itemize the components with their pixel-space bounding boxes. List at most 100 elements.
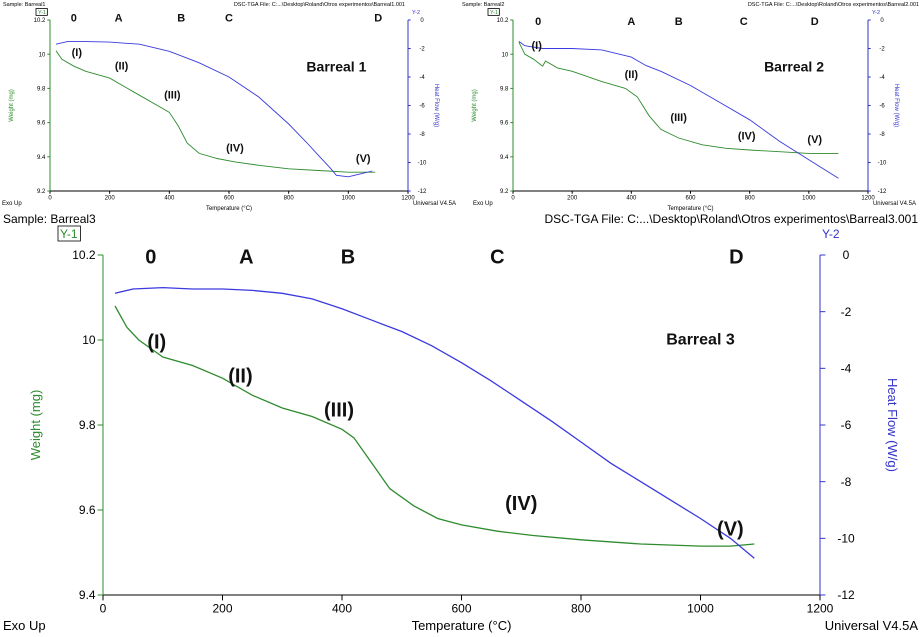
y2-tag: Y-2	[822, 227, 840, 241]
chart-1: Sample: Barreal1 DSC-TGA File: C:...\Desk…	[2, 2, 456, 212]
y-left-tick-label: 9.8	[500, 87, 509, 93]
y1-tag-box	[57, 225, 81, 242]
y1-tag-box	[487, 8, 500, 16]
stage-annotation: D	[374, 13, 382, 25]
stage-annotation: (III)	[670, 112, 687, 124]
stage-annotation: (I)	[147, 332, 166, 354]
stage-annotation: 0	[535, 16, 541, 28]
x-tick-label: 0	[100, 601, 107, 615]
y-right-tick-label: -2	[419, 47, 425, 53]
y-right-tick-label: -8	[419, 132, 425, 138]
y-right-tick-label: -2	[841, 305, 852, 319]
y-right-tick-label: -10	[418, 161, 427, 167]
x-tick-label: 800	[284, 196, 295, 202]
x-tick-label: 0	[511, 196, 515, 202]
stage-annotation: A	[239, 247, 253, 269]
file-label: DSC-TGA File: C:...\Desktop\Roland\Otros…	[545, 212, 919, 226]
y-right-tick-label: 0	[880, 18, 884, 24]
stage-annotation: A	[115, 13, 123, 25]
y-right-tick-label: -2	[879, 47, 885, 53]
y-right-tick-label: -8	[841, 475, 852, 489]
stage-annotation: (V)	[717, 519, 744, 541]
y-right-tick-label: 0	[843, 248, 850, 262]
stage-annotation: C	[490, 247, 504, 269]
y-right-axis-label: Heat Flow (W/g)	[885, 378, 900, 472]
x-tick-label: 600	[451, 601, 471, 615]
chart-title: Barreal 3	[666, 331, 735, 348]
sample-label: Sample: Barreal2	[462, 2, 505, 8]
weight-series-line	[114, 305, 755, 547]
x-tick-label: 0	[48, 196, 52, 202]
y1-tag-box	[35, 8, 48, 16]
y-right-tick-label: -10	[878, 161, 887, 167]
y-left-tick-label: 10	[39, 52, 46, 58]
chart-title: Barreal 2	[764, 58, 824, 74]
stage-annotation: C	[225, 13, 233, 25]
chart-title: Barreal 1	[306, 58, 366, 74]
software-version-label: Universal V4.5A	[873, 201, 916, 207]
x-tick-label: 400	[626, 196, 637, 202]
stage-annotation: B	[675, 16, 683, 28]
file-label: DSC-TGA File: C:...\Desktop\Roland\Otros…	[234, 2, 405, 8]
stage-annotation: (I)	[531, 40, 542, 52]
y-right-tick-label: -12	[837, 588, 855, 602]
x-tick-label: 1200	[861, 196, 875, 202]
x-axis-label: Temperature (°C)	[667, 206, 713, 212]
exo-up-label: Exo Up	[3, 618, 46, 633]
x-tick-label: 800	[745, 196, 756, 202]
x-axis-label: Temperature (°C)	[206, 206, 252, 212]
y1-tag: Y-1	[38, 10, 46, 16]
x-tick-label: 1200	[401, 196, 415, 202]
chart-3: Sample: Barreal3 DSC-TGA File: C:...\Desk…	[3, 212, 918, 633]
y-right-tick-label: -12	[878, 189, 887, 195]
y-right-tick-label: 0	[420, 18, 424, 24]
x-tick-label: 1000	[342, 196, 356, 202]
stage-annotation: (I)	[72, 47, 83, 59]
y-left-tick-label: 9.6	[79, 503, 96, 517]
software-version-label: Universal V4.5A	[413, 201, 456, 207]
y-left-tick-label: 9.6	[500, 121, 509, 127]
y-right-axis-label: Heat Flow (W/g)	[433, 84, 439, 127]
stage-annotation: D	[811, 16, 819, 28]
y-right-tick-label: -8	[879, 132, 885, 138]
y-left-tick-label: 9.6	[37, 121, 46, 127]
file-label: DSC-TGA File: C:...\Desktop\Roland\Otros…	[748, 2, 919, 8]
stage-annotation: (III)	[164, 90, 181, 102]
stage-annotation: (II)	[228, 366, 252, 388]
y-right-axis-label: Heat Flow (W/g)	[893, 84, 899, 127]
x-tick-label: 600	[685, 196, 696, 202]
y1-tag: Y-1	[60, 227, 78, 241]
y-right-tick-label: -6	[419, 104, 425, 110]
sample-label: Sample: Barreal1	[3, 2, 46, 8]
heat-flow-series-line	[55, 40, 373, 178]
x-tick-label: 1000	[687, 601, 714, 615]
x-tick-label: 200	[567, 196, 578, 202]
y-right-tick-label: -4	[419, 75, 425, 81]
x-tick-label: 1200	[807, 601, 834, 615]
chart-2: Sample: Barreal2 DSC-TGA File: C:...\Desk…	[462, 2, 919, 212]
y-left-tick-label: 9.4	[79, 588, 96, 602]
stage-annotation: (IV)	[226, 143, 244, 155]
y-left-axis-label: Weight (mg)	[28, 390, 43, 461]
y-left-tick-label: 10.2	[497, 18, 509, 24]
y-left-tick-label: 10.2	[34, 18, 46, 24]
y2-tag: Y-2	[412, 10, 420, 16]
weight-series-line	[518, 42, 839, 154]
y-left-tick-label: 9.8	[79, 418, 96, 432]
y-left-tick-label: 9.4	[500, 155, 509, 161]
stage-annotation: 0	[145, 247, 156, 269]
weight-series-line	[55, 50, 376, 173]
y1-tag: Y-1	[490, 10, 498, 16]
x-tick-label: 1000	[802, 196, 816, 202]
x-tick-label: 400	[164, 196, 175, 202]
stage-annotation: B	[177, 13, 185, 25]
x-tick-label: 400	[332, 601, 352, 615]
heat-flow-series-line	[518, 41, 839, 179]
x-tick-label: 200	[105, 196, 116, 202]
exo-up-label: Exo Up	[473, 201, 493, 207]
stage-annotation: B	[341, 247, 355, 269]
stage-annotation: A	[627, 16, 635, 28]
y-right-tick-label: -6	[841, 418, 852, 432]
y-right-tick-label: -4	[841, 362, 852, 376]
y-left-tick-label: 9.2	[500, 189, 509, 195]
